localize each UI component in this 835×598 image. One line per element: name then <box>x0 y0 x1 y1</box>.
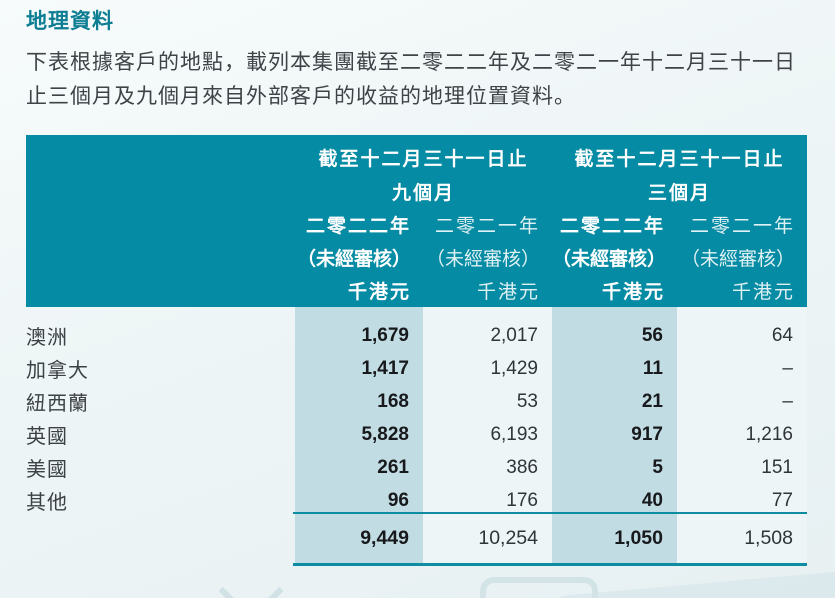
column-stripe-2021-3m <box>677 307 807 566</box>
nine-months-period-label: 截至十二月三十一日止 <box>318 148 529 170</box>
col-year-2022-3m: 二零二二年 <box>559 216 665 237</box>
total-value: 1,050 <box>614 527 663 549</box>
cell-value: 53 <box>516 390 538 412</box>
cell-value: 77 <box>771 489 793 511</box>
col-audit-2021-3m: （未經審核） <box>680 249 795 270</box>
col-year-2022-9m: 二零二二年 <box>305 216 411 237</box>
total-value: 9,449 <box>360 527 409 549</box>
header-year-row: 二零二二年 二零二一年 二零二二年 二零二一年 <box>26 208 807 241</box>
row-label: 其他 <box>26 492 68 514</box>
column-stripe-2022-9m <box>295 307 423 566</box>
table-row-new-zealand: 紐西蘭 168 53 21 – <box>26 385 807 418</box>
cell-value: 1,679 <box>361 324 409 346</box>
cell-value: 40 <box>641 489 663 511</box>
cell-value: 5 <box>652 456 663 478</box>
col-unit-2021-9m: 千港元 <box>476 281 540 303</box>
cell-value: 176 <box>506 489 538 511</box>
header-audit-row: （未經審核） （未經審核） （未經審核） （未經審核） <box>26 241 807 274</box>
table-row-usa: 美國 261 386 5 151 <box>26 451 807 484</box>
row-label: 美國 <box>26 459 68 481</box>
cell-value: 2,017 <box>490 324 538 346</box>
col-unit-2022-3m: 千港元 <box>601 281 665 303</box>
cell-value: 261 <box>377 456 409 478</box>
cell-value: – <box>782 357 793 379</box>
cell-value: 64 <box>771 324 793 346</box>
total-row: 9,449 10,254 1,050 1,508 <box>295 514 807 563</box>
cell-value: 1,417 <box>361 357 409 379</box>
row-label: 澳洲 <box>26 327 68 349</box>
cell-value: 151 <box>761 456 793 478</box>
cell-value: 917 <box>631 423 663 445</box>
nine-months-duration-label: 九個月 <box>391 182 455 204</box>
cell-value: 96 <box>387 489 409 511</box>
total-value: 10,254 <box>478 527 538 549</box>
header-unit-row: 千港元 千港元 千港元 千港元 <box>26 274 807 306</box>
col-year-2021-9m: 二零二一年 <box>434 216 540 237</box>
subtotal-rule <box>293 512 807 514</box>
header-period-row: 截至十二月三十一日止 截至十二月三十一日止 <box>26 140 807 174</box>
col-audit-2021-9m: （未經審核） <box>425 249 540 270</box>
table-header: 截至十二月三十一日止 截至十二月三十一日止 九個月 三個月 二零二二年 二零二一… <box>26 135 807 307</box>
col-audit-2022-9m: （未經審核） <box>296 249 411 270</box>
cell-value: – <box>782 390 793 412</box>
total-value: 1,508 <box>744 527 793 549</box>
col-unit-2021-3m: 千港元 <box>731 281 795 303</box>
cell-value: 168 <box>377 390 409 412</box>
table-row-australia: 澳洲 1,679 2,017 56 64 <box>26 319 807 352</box>
three-months-duration-label: 三個月 <box>647 182 711 204</box>
col-audit-2022-3m: （未經審核） <box>552 249 667 270</box>
table-body: 澳洲 1,679 2,017 56 64 加拿大 1,417 1,429 11 … <box>26 307 807 566</box>
cell-value: 1,216 <box>745 423 793 445</box>
row-label: 英國 <box>26 426 68 448</box>
cell-value: 386 <box>506 456 538 478</box>
header-duration-row: 九個月 三個月 <box>26 174 807 208</box>
table-row-others: 其他 96 176 40 77 <box>26 484 807 517</box>
table-row-canada: 加拿大 1,417 1,429 11 – <box>26 352 807 385</box>
geographic-revenue-table: 截至十二月三十一日止 截至十二月三十一日止 九個月 三個月 二零二二年 二零二一… <box>26 135 807 566</box>
cell-value: 11 <box>642 357 663 379</box>
row-label: 加拿大 <box>26 360 89 382</box>
section-title: 地理資料 <box>26 10 114 33</box>
table-row-uk: 英國 5,828 6,193 917 1,216 <box>26 418 807 451</box>
column-stripe-2021-9m <box>423 307 552 566</box>
data-rows: 澳洲 1,679 2,017 56 64 加拿大 1,417 1,429 11 … <box>26 307 807 517</box>
col-year-2021-3m: 二零二一年 <box>689 216 795 237</box>
column-stripe-2022-3m <box>552 307 677 566</box>
col-unit-2022-9m: 千港元 <box>347 281 411 303</box>
closing-rule <box>293 563 807 566</box>
row-label: 紐西蘭 <box>26 393 89 415</box>
cell-value: 56 <box>641 324 663 346</box>
cell-value: 21 <box>641 390 663 412</box>
watermark-rounded-square-shape <box>480 577 598 598</box>
watermark-swoosh-shape <box>538 566 835 598</box>
cell-value: 6,193 <box>490 423 538 445</box>
intro-paragraph: 下表根據客戶的地點，載列本集團截至二零二二年及二零二一年十二月三十一日止三個月及… <box>26 51 796 108</box>
three-months-period-label: 截至十二月三十一日止 <box>574 148 785 170</box>
cell-value: 1,429 <box>490 357 538 379</box>
cell-value: 5,828 <box>361 423 409 445</box>
